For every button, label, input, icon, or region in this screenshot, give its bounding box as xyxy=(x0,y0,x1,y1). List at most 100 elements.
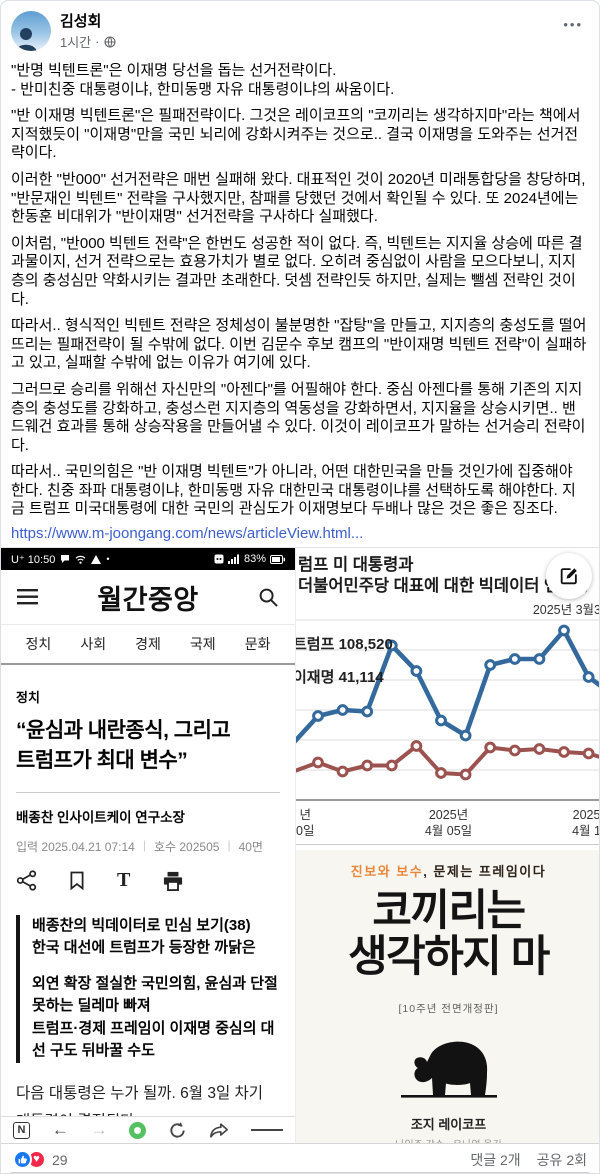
article-section-label: 정치 xyxy=(16,690,40,705)
battery-icon xyxy=(270,554,285,564)
avatar[interactable] xyxy=(11,11,51,51)
divider xyxy=(16,791,280,793)
print-button[interactable] xyxy=(162,871,184,891)
home-button[interactable] xyxy=(129,1121,147,1139)
reaction-count: 29 xyxy=(52,1151,68,1168)
post-time[interactable]: 1시간 xyxy=(60,35,92,50)
tab-politics[interactable]: 정치 xyxy=(25,636,52,652)
back-icon[interactable]: ← xyxy=(51,1120,69,1139)
warning-triangle-icon xyxy=(91,554,102,564)
legend-trump-label: 트럼프 xyxy=(296,635,335,653)
comments-count[interactable]: 댓글 2개 xyxy=(470,1151,521,1168)
chart-legend: 트럼프 108,520 이재명 41,114 xyxy=(296,633,393,699)
like-icon xyxy=(13,1150,32,1169)
footer-stats: 댓글 2개 공유 2회 xyxy=(470,1150,587,1170)
x-tick-right: 2025 4월 1 xyxy=(572,807,600,839)
chart-plot-svg xyxy=(296,619,599,801)
mentions-line-chart: 트럼프 108,520 이재명 41,114 xyxy=(296,618,599,803)
forward-icon[interactable]: → xyxy=(90,1120,108,1139)
post-paragraph: 따라서.. 형식적인 빅텐트 전략은 정체성이 불분명한 "잡탕"을 만들고, … xyxy=(11,317,587,372)
post-paragraph: 따라서.. 국민의힘은 "반 이재명 빅텐트"가 아니라, 어떤 대한민국을 만… xyxy=(11,463,576,518)
article-content: 정치 “윤심과 내란종식, 그리고 트럼프가 최대 변수” 배종찬 인사이트케이… xyxy=(1,665,295,1116)
category-tabs: 정치 사회 경제 국제 문화 xyxy=(1,625,295,665)
bookmark-icon xyxy=(70,871,84,891)
browser-nav-bar: N ← → xyxy=(1,1116,295,1143)
legend-trump-value: 108,520 xyxy=(338,635,393,653)
article-byline: 배종찬 인사이트케이 연구소장 xyxy=(16,809,185,825)
phone-screenshot: U⁺ 10:50 • xyxy=(1,548,296,1143)
quote-line: 배종찬의 빅데이터로 민심 보기(38) xyxy=(32,916,251,934)
more-options-button[interactable]: ••• xyxy=(563,17,583,32)
legend-lee: 이재명 41,114 xyxy=(296,666,393,687)
meta-issue-number: 호수 202505 xyxy=(153,839,220,854)
quote-line: 외연 확장 절실한 국민의힘, 윤심과 단절 못하는 딜레마 빠져 xyxy=(32,974,278,1015)
meta-input-date: 입력 2025.04.21 07:14 xyxy=(16,839,135,854)
bookmark-button[interactable] xyxy=(69,870,85,891)
chart-title-line2: 더불어민주당 대표에 대한 빅데이터 언급량 xyxy=(298,577,590,596)
post-footer: ♥ 29 댓글 2개 공유 2회 xyxy=(1,1144,599,1173)
share-button[interactable] xyxy=(16,870,37,891)
x-tick-center: 2025년 4월 05일 xyxy=(424,807,473,839)
site-logo[interactable]: 월간중앙 xyxy=(97,584,199,615)
reaction-summary[interactable]: ♥ 29 xyxy=(13,1150,68,1169)
legend-lee-value: 41,114 xyxy=(338,668,384,686)
avatar-person-silhouette xyxy=(15,28,37,51)
text-size-button[interactable]: T xyxy=(117,869,131,892)
book-title: 코끼리는 생각하지 마 xyxy=(348,886,550,981)
book-tagline-accent: 진보와 보수 xyxy=(350,863,424,879)
post-paragraph: 이러한 "반000" 선거전략은 매번 실패해 왔다. 대표적인 것이 2020… xyxy=(11,170,586,226)
book-author: 조지 레이코프 xyxy=(410,1116,487,1132)
battery-percent: 83% xyxy=(243,553,266,565)
signal-bars-icon xyxy=(227,554,239,564)
book-translators: 나익주 감수 · 유나영 옮김 xyxy=(296,1136,599,1143)
chart-title-line1: 럼프 미 대통령과 xyxy=(298,556,414,574)
meta-separator: | xyxy=(142,837,146,852)
attached-image[interactable]: U⁺ 10:50 • xyxy=(1,547,599,1144)
book-tagline-rest: , 문제는 프레임이다 xyxy=(423,863,547,879)
tab-international[interactable]: 국제 xyxy=(189,636,216,652)
quote-line: 트럼프·경제 프레임이 이재명 중심의 대선 구도 뒤바꿀 수도 xyxy=(32,1019,275,1060)
author-block: 김성회 1시간 · xyxy=(60,11,116,57)
book-edition: [10주년 전면개정판] xyxy=(398,1002,499,1015)
tab-society[interactable]: 사회 xyxy=(80,636,107,652)
tab-culture[interactable]: 문화 xyxy=(244,636,271,652)
divider xyxy=(296,843,599,845)
book-cover: 진보와 보수, 문제는 프레임이다 코끼리는 생각하지 마 [10주년 전면개정… xyxy=(296,849,599,1143)
meta-dot: · xyxy=(95,34,100,49)
article-link[interactable]: https://www.m-joongang.com/news/articleV… xyxy=(11,525,364,542)
post-meta: 1시간 · xyxy=(60,32,116,51)
status-dot: • xyxy=(106,554,110,564)
phone-status-bar: U⁺ 10:50 • xyxy=(1,548,295,570)
browser-share-icon xyxy=(210,1122,229,1138)
printer-icon xyxy=(164,871,183,891)
status-carrier-time: U⁺ 10:50 xyxy=(11,553,56,566)
hamburger-menu-icon[interactable] xyxy=(17,589,38,605)
search-button[interactable] xyxy=(258,587,279,608)
chart-title: 럼프 미 대통령과 더불어민주당 대표에 대한 빅데이터 언급량 xyxy=(296,548,599,598)
site-header: 월간중앙 xyxy=(1,570,295,625)
post-header: 김성회 1시간 · ••• xyxy=(1,1,599,57)
elephant-icon xyxy=(400,1041,497,1098)
elephant-illustration xyxy=(296,1038,599,1107)
shares-count[interactable]: 공유 2회 xyxy=(536,1151,587,1168)
legend-lee-label: 이재명 xyxy=(296,668,335,686)
naver-app-icon[interactable]: N xyxy=(13,1121,30,1139)
share-nodes-icon xyxy=(16,870,37,891)
refresh-button[interactable] xyxy=(168,1121,187,1140)
search-icon xyxy=(259,588,278,607)
browser-share-button[interactable] xyxy=(209,1122,229,1139)
post-paragraph: 이처럼, "반000 빅텐트 전략"은 한번도 성공한 적이 없다. 즉, 빅텐… xyxy=(11,234,583,308)
tab-economy[interactable]: 경제 xyxy=(135,636,161,652)
browser-menu-icon[interactable] xyxy=(250,1126,283,1134)
edit-button[interactable] xyxy=(546,553,592,599)
meta-page-number: 40면 xyxy=(238,839,263,854)
green-home-icon xyxy=(129,1121,147,1139)
quote-line: 한국 대선에 트럼프가 등장한 까닭은 xyxy=(32,939,256,957)
edit-pencil-icon xyxy=(560,568,577,585)
chart-date-note: 2025년 3월3 xyxy=(532,602,600,617)
bigdata-chart-panel: 럼프 미 대통령과 더불어민주당 대표에 대한 빅데이터 언급량 2025년 3… xyxy=(296,548,600,1143)
author-name[interactable]: 김성회 xyxy=(60,13,102,30)
post-paragraph: 그러므로 승리를 위해선 자신만의 "아젠다"를 어필해야 한다. 중심 아젠다… xyxy=(11,380,586,454)
article-body-text: 다음 대통령은 누가 될까. 6월 3일 차기 대통령이 결정된다. xyxy=(16,1084,264,1116)
